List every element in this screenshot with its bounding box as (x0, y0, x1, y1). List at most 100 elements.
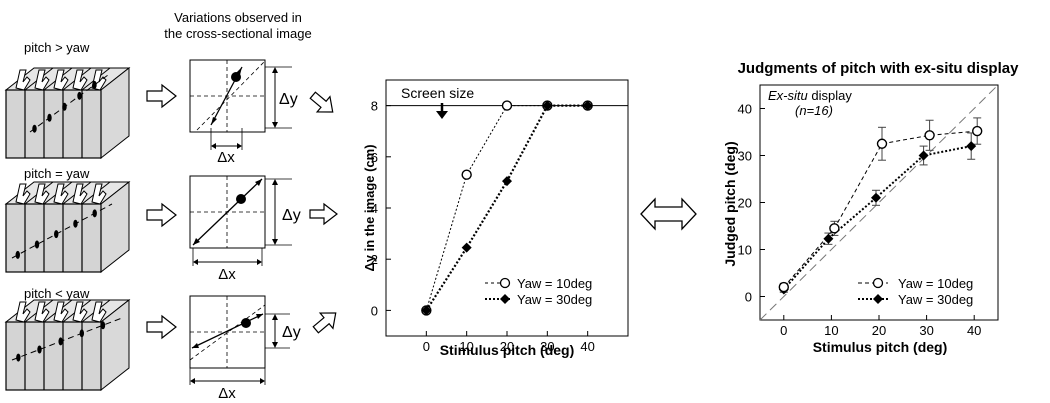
cross-section-greater: Δx Δy (189, 59, 298, 166)
left-panel-title-line1: Variations observed in (174, 10, 302, 25)
striped-block-2 (4, 180, 131, 274)
series-line-yaw10 (783, 130, 978, 288)
right-annotation-line2: (n=16) (795, 103, 833, 118)
y-tick-label: 0 (371, 303, 378, 318)
hollow-arrow-to-chart-1 (309, 91, 334, 113)
slice-tab-icon (53, 301, 69, 323)
middle-legend-yaw10: Yaw = 10deg (517, 276, 592, 291)
y-tick-label: 10 (738, 243, 752, 258)
point-yaw30 (582, 100, 593, 111)
block-front-face (5, 89, 102, 159)
hollow-arrow-1 (146, 83, 177, 109)
point-yaw30 (966, 141, 977, 152)
right-legend-yaw30: Yaw = 30deg (898, 292, 973, 307)
x-tick-label: 0 (780, 323, 787, 338)
rod-section-dot (92, 80, 97, 89)
slice-tab-icon (72, 69, 88, 91)
rod-section-dot (79, 329, 85, 338)
point-yaw10 (542, 100, 553, 111)
middle-y-axis-label: Δy in the image (cm) (362, 144, 377, 271)
left-diagram-panel: Variations observed in the cross-section… (4, 10, 338, 402)
slice-tab-icon (15, 301, 31, 323)
slice-tab-icon (15, 183, 31, 205)
dx-label-less: Δx (218, 385, 236, 402)
rod-section-dot (100, 321, 106, 330)
y-tick-label: 2 (371, 252, 378, 267)
slice-tab-icon (72, 301, 88, 323)
case-label-pitch-greater: pitch > yaw (24, 40, 90, 55)
x-tick-label: 10 (459, 339, 473, 354)
point-yaw30 (461, 242, 472, 253)
rod-section-dot (77, 91, 82, 100)
right-chart: Judgments of pitch with ex-situ display … (722, 60, 1019, 355)
middle-x-axis-label: Stimulus pitch (deg) (440, 342, 575, 358)
point-yaw10 (461, 169, 472, 180)
middle-legend-yaw30: Yaw = 30deg (517, 292, 592, 307)
point-yaw10 (972, 125, 983, 137)
cross-section-less: Δx Δy (189, 295, 301, 402)
dy-label-equal: Δy (282, 207, 301, 224)
x-tick-label: 0 (423, 339, 430, 354)
point-yaw30 (871, 192, 881, 203)
block-front-face (5, 203, 102, 273)
left-panel-title-line2: the cross-sectional image (164, 26, 311, 41)
rod-section-dot (58, 337, 63, 346)
slice-tab-icon (34, 301, 50, 323)
series-line-yaw30 (783, 145, 972, 291)
x-tick-label: 10 (824, 323, 838, 338)
hollow-arrow-2 (146, 202, 177, 228)
point-yaw30 (918, 150, 929, 161)
x-tick-label: 20 (872, 323, 886, 338)
right-x-axis-label: Stimulus pitch (deg) (813, 339, 948, 355)
middle-plot-frame (385, 79, 629, 337)
point-yaw30 (502, 176, 512, 187)
y-tick-label: 6 (371, 150, 378, 165)
striped-block-3 (4, 298, 131, 392)
slice-tab-icon (15, 69, 31, 91)
slice-tab-icon (72, 183, 88, 205)
rod-section-dot (47, 113, 52, 122)
dy-label-less: Δy (282, 324, 301, 341)
point-yaw30 (421, 305, 432, 316)
point-yaw30 (542, 100, 553, 111)
double-hollow-arrow (640, 197, 697, 231)
point-yaw10 (582, 100, 593, 111)
rod-section-dot (73, 219, 78, 228)
x-tick-label: 30 (919, 323, 933, 338)
rod-section-dot (34, 240, 40, 249)
screen-size-arrow-icon (436, 103, 448, 119)
right-y-axis-label: Judged pitch (deg) (722, 141, 738, 266)
case-label-pitch-equal: pitch = yaw (24, 166, 90, 181)
point-yaw10 (876, 138, 888, 149)
middle-chart: Screen size 0 10 20 30 40 0 2 4 6 8 Stimulus pitc… (362, 79, 629, 358)
y-tick-label: 40 (738, 102, 752, 117)
point-yaw10 (778, 281, 789, 293)
y-tick-label: 30 (738, 149, 752, 164)
cross-section-equal: Δx Δy (189, 175, 301, 283)
dy-label-greater: Δy (279, 91, 298, 108)
point-yaw10 (924, 130, 935, 141)
y-tick-label: 20 (738, 196, 752, 211)
slice-tab-icon (34, 183, 50, 205)
x-tick-label: 30 (540, 339, 554, 354)
slice-tab-icon (53, 183, 69, 205)
rod-section-dot (15, 250, 20, 259)
right-legend: Yaw = 10deg Yaw = 30deg (858, 276, 973, 307)
y-tick-label: 4 (371, 201, 378, 216)
rod-section-dot (37, 345, 42, 354)
screen-size-label: Screen size (401, 85, 474, 101)
hollow-arrow-to-chart-3 (312, 312, 337, 334)
striped-block-1 (4, 66, 131, 160)
hollow-arrow-3 (146, 314, 177, 340)
slice-tab-icon (34, 69, 50, 91)
y-tick-label: 8 (371, 99, 378, 114)
rod-section-dot (54, 230, 59, 239)
middle-legend: Yaw = 10deg Yaw = 30deg (485, 276, 592, 307)
right-chart-title: Judgments of pitch with ex-situ display (738, 60, 1020, 77)
rod-section-dot (16, 353, 21, 362)
right-annotation-line1: Ex-situ display (768, 88, 852, 103)
rod-section-dot (32, 124, 37, 133)
point-yaw30 (823, 233, 834, 244)
y-tick-label: 0 (745, 290, 752, 305)
